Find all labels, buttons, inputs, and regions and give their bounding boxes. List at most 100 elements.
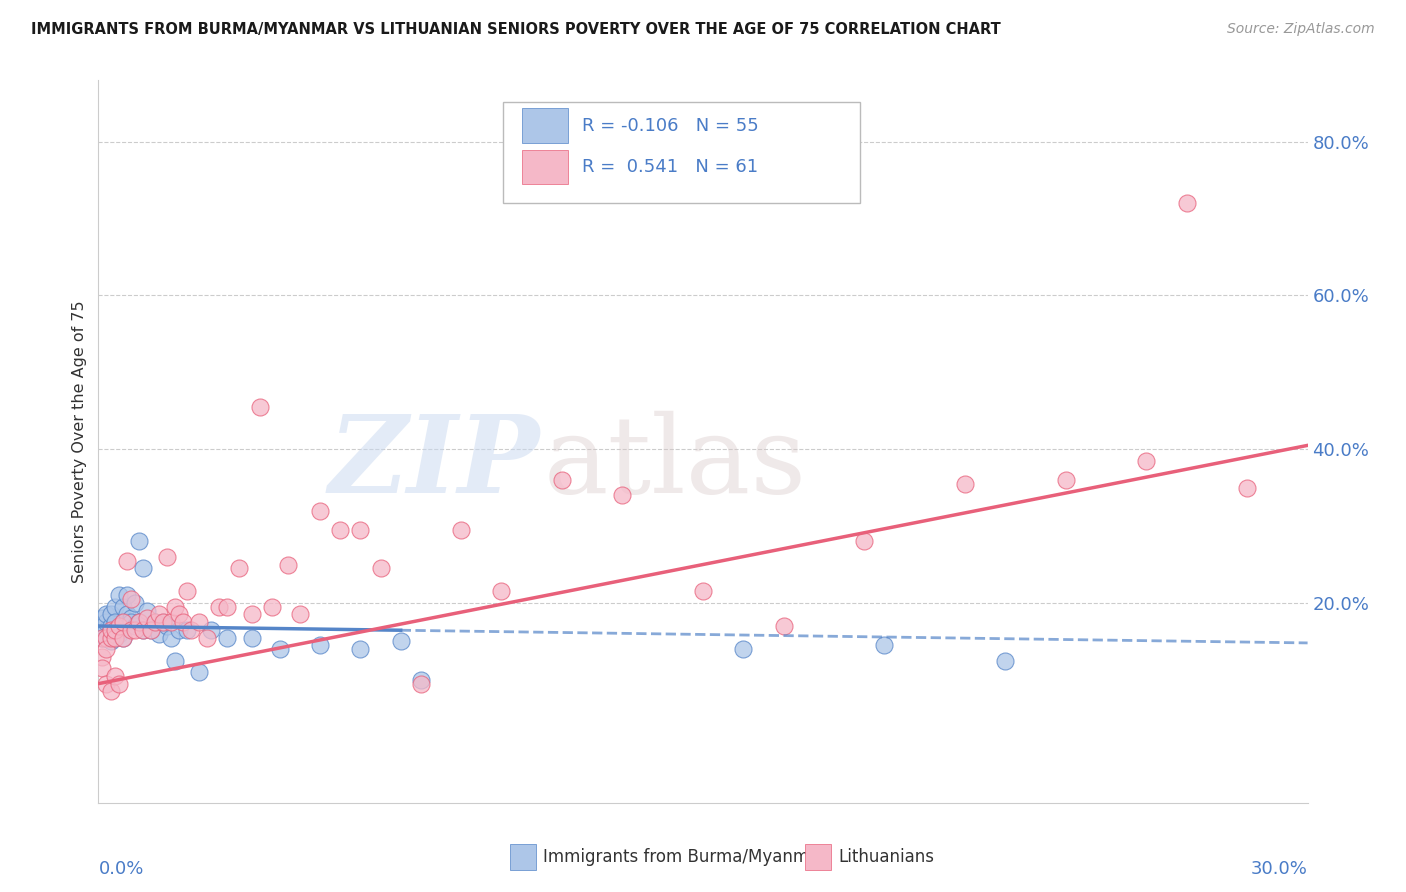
Point: [100, 623, 122, 637]
Point: [115, 554, 138, 568]
Point: [139, 623, 162, 637]
Point: [111, 631, 134, 645]
Text: IMMIGRANTS FROM BURMA/MYANMAR VS LITHUANIAN SENIORS POVERTY OVER THE AGE OF 75 C: IMMIGRANTS FROM BURMA/MYANMAR VS LITHUAN…: [31, 22, 1001, 37]
Point: [309, 638, 332, 652]
Point: [277, 558, 299, 572]
Point: [96, 631, 118, 645]
Point: [107, 676, 129, 690]
Text: 30.0%: 30.0%: [1251, 861, 1308, 879]
Point: [111, 599, 134, 614]
Point: [96, 676, 118, 690]
Point: [409, 676, 432, 690]
Point: [128, 615, 150, 630]
Point: [160, 615, 183, 630]
Y-axis label: Seniors Poverty Over the Age of 75: Seniors Poverty Over the Age of 75: [72, 301, 87, 582]
Point: [176, 623, 198, 637]
Point: [100, 684, 122, 698]
Point: [240, 607, 263, 622]
Point: [96, 607, 118, 622]
Point: [195, 631, 218, 645]
Point: [172, 615, 194, 630]
FancyBboxPatch shape: [522, 150, 568, 185]
Text: R =  0.541   N = 61: R = 0.541 N = 61: [582, 158, 758, 176]
Point: [612, 488, 634, 502]
Text: Lithuanians: Lithuanians: [838, 848, 935, 866]
Point: [107, 626, 129, 640]
Point: [370, 561, 392, 575]
Point: [100, 619, 122, 633]
Point: [349, 523, 371, 537]
Point: [91, 661, 114, 675]
Text: atlas: atlas: [543, 410, 807, 516]
Point: [120, 615, 142, 630]
FancyBboxPatch shape: [804, 844, 831, 870]
Point: [156, 549, 179, 564]
Point: [100, 623, 122, 637]
Point: [409, 673, 432, 687]
Point: [692, 584, 714, 599]
Point: [240, 631, 263, 645]
FancyBboxPatch shape: [503, 102, 860, 203]
FancyBboxPatch shape: [522, 109, 568, 143]
Point: [156, 619, 179, 633]
Point: [107, 619, 129, 633]
Point: [188, 665, 211, 680]
Point: [152, 615, 174, 630]
Point: [111, 615, 134, 630]
Text: ZIP: ZIP: [329, 410, 540, 516]
Point: [217, 631, 239, 645]
Point: [853, 534, 876, 549]
Point: [450, 523, 472, 537]
Text: Source: ZipAtlas.com: Source: ZipAtlas.com: [1227, 22, 1375, 37]
Point: [491, 584, 513, 599]
Text: Immigrants from Burma/Myanmar: Immigrants from Burma/Myanmar: [543, 848, 827, 866]
Point: [128, 534, 150, 549]
Point: [100, 607, 122, 622]
Point: [1236, 481, 1258, 495]
Point: [953, 476, 976, 491]
FancyBboxPatch shape: [509, 844, 536, 870]
Point: [103, 631, 125, 645]
Point: [148, 607, 170, 622]
Point: [132, 623, 155, 637]
Point: [103, 623, 125, 637]
Point: [772, 619, 794, 633]
Point: [111, 631, 134, 645]
Point: [91, 626, 114, 640]
Point: [163, 654, 186, 668]
Point: [148, 626, 170, 640]
Text: R = -0.106   N = 55: R = -0.106 N = 55: [582, 117, 759, 135]
Point: [160, 631, 183, 645]
Point: [288, 607, 311, 622]
Point: [103, 669, 125, 683]
Point: [167, 623, 190, 637]
Point: [103, 599, 125, 614]
Point: [96, 615, 118, 630]
Point: [103, 615, 125, 630]
Point: [551, 473, 574, 487]
Point: [1175, 196, 1198, 211]
Point: [103, 626, 125, 640]
Point: [132, 623, 155, 637]
Point: [120, 611, 142, 625]
Point: [96, 631, 118, 645]
Point: [167, 607, 190, 622]
Point: [143, 615, 166, 630]
Point: [96, 642, 118, 657]
Point: [176, 584, 198, 599]
Point: [217, 599, 239, 614]
Point: [120, 623, 142, 637]
Point: [100, 631, 122, 645]
Point: [994, 654, 1017, 668]
Point: [91, 649, 114, 664]
Point: [208, 599, 231, 614]
Point: [91, 611, 114, 625]
Point: [107, 588, 129, 602]
Point: [135, 604, 157, 618]
Point: [249, 400, 271, 414]
Point: [115, 588, 138, 602]
Point: [91, 631, 114, 645]
Point: [1135, 454, 1157, 468]
Point: [139, 623, 162, 637]
Point: [135, 611, 157, 625]
